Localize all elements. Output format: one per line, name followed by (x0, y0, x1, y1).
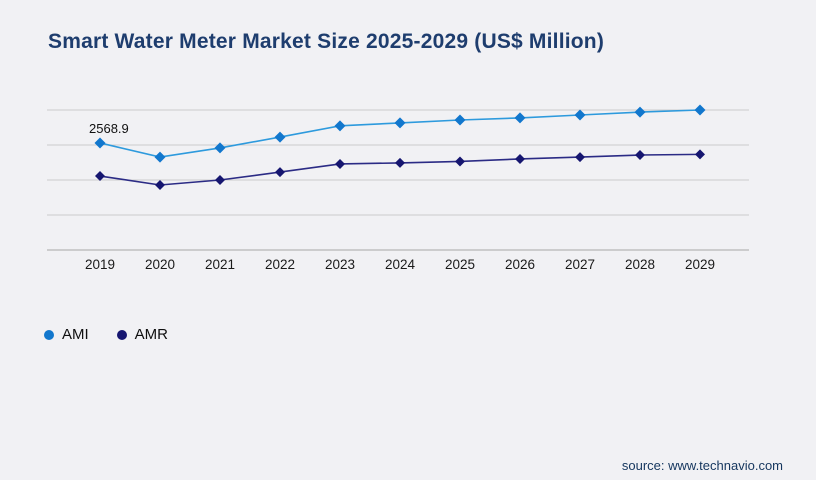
legend-label-amr: AMR (134, 326, 169, 343)
x-tick-2024: 2024 (385, 257, 416, 272)
ami-point-2023 (334, 120, 346, 132)
x-tick-2022: 2022 (265, 257, 295, 272)
amr-legend-dot-icon (116, 329, 127, 340)
legend-label-ami: AMI (62, 326, 89, 343)
ami-point-2019 (94, 137, 106, 149)
amr-point-2021 (215, 175, 225, 185)
amr-point-2022 (275, 167, 285, 178)
ami-point-2024 (394, 117, 406, 129)
x-tick-2028: 2028 (625, 257, 655, 272)
ami-point-2025 (454, 114, 466, 126)
amr-point-2026 (515, 153, 525, 164)
x-tick-2019: 2019 (85, 257, 115, 272)
ami-line (99, 109, 701, 158)
amr-point-2029 (695, 149, 705, 160)
line-chart-canvas: 2568.9 2019 2020 2021 2022 2023 2024 2025 2026 20… (47, 104, 749, 272)
ami-point-2022 (274, 131, 286, 143)
x-tick-2021: 2021 (205, 257, 235, 272)
ami-legend-dot-icon (44, 329, 54, 340)
ami-point-2020 (154, 151, 166, 163)
amr-point-2023 (335, 158, 345, 169)
chart-legend: AMI AMR (44, 326, 168, 343)
legend-item-amr: AMR (116, 326, 169, 343)
ami-point-2021 (214, 142, 226, 154)
first-point-value-label: 2568.9 (89, 121, 129, 136)
x-tick-2023: 2023 (325, 257, 355, 272)
ami-point-2027 (574, 109, 586, 121)
ami-point-2029 (694, 104, 706, 116)
x-tick-2027: 2027 (565, 257, 595, 272)
x-tick-2026: 2026 (505, 257, 535, 272)
amr-point-2019 (95, 171, 105, 182)
legend-item-ami: AMI (44, 326, 89, 343)
chart-title: Smart Water Meter Market Size 2025-2029 … (48, 30, 605, 53)
x-tick-2029: 2029 (685, 257, 715, 272)
amr-point-2020 (155, 180, 165, 190)
x-tick-2020: 2020 (145, 257, 175, 272)
ami-point-2028 (634, 106, 646, 118)
ami-point-2026 (514, 112, 526, 124)
amr-point-2027 (575, 152, 585, 163)
amr-point-2028 (635, 150, 645, 160)
amr-point-2024 (395, 157, 405, 168)
x-tick-2025: 2025 (445, 257, 475, 272)
source-attribution: source: www.technavio.com (621, 458, 783, 473)
amr-point-2025 (455, 156, 465, 167)
